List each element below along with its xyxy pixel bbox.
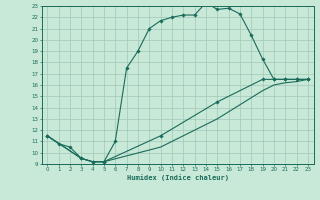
X-axis label: Humidex (Indice chaleur): Humidex (Indice chaleur) xyxy=(127,174,228,181)
